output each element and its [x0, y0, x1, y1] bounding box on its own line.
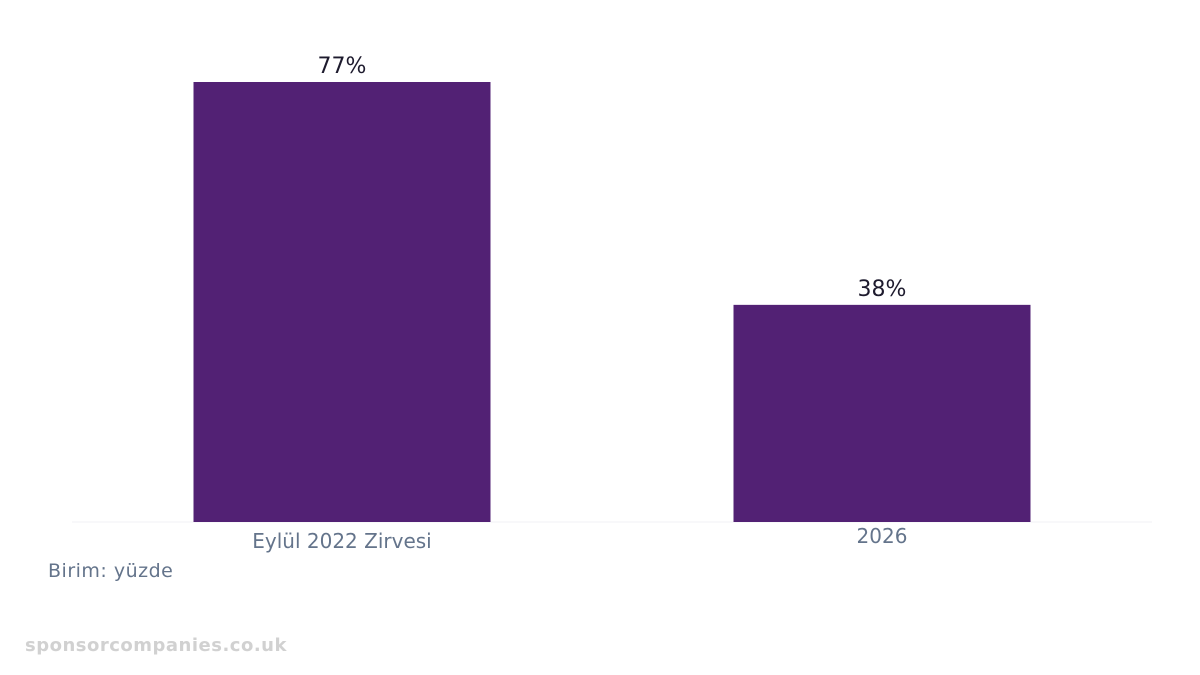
category-label-1: Eylül 2022 Zirvesi: [252, 529, 431, 553]
bar-2: [733, 304, 1031, 522]
watermark: sponsorcompanies.co.uk: [25, 635, 287, 656]
value-label-1: 77%: [318, 54, 367, 79]
category-label-2: 2026: [857, 524, 908, 548]
bar-1: [193, 82, 491, 522]
value-label-2: 38%: [858, 277, 907, 302]
unit-note: Birim: yüzde: [48, 560, 174, 582]
